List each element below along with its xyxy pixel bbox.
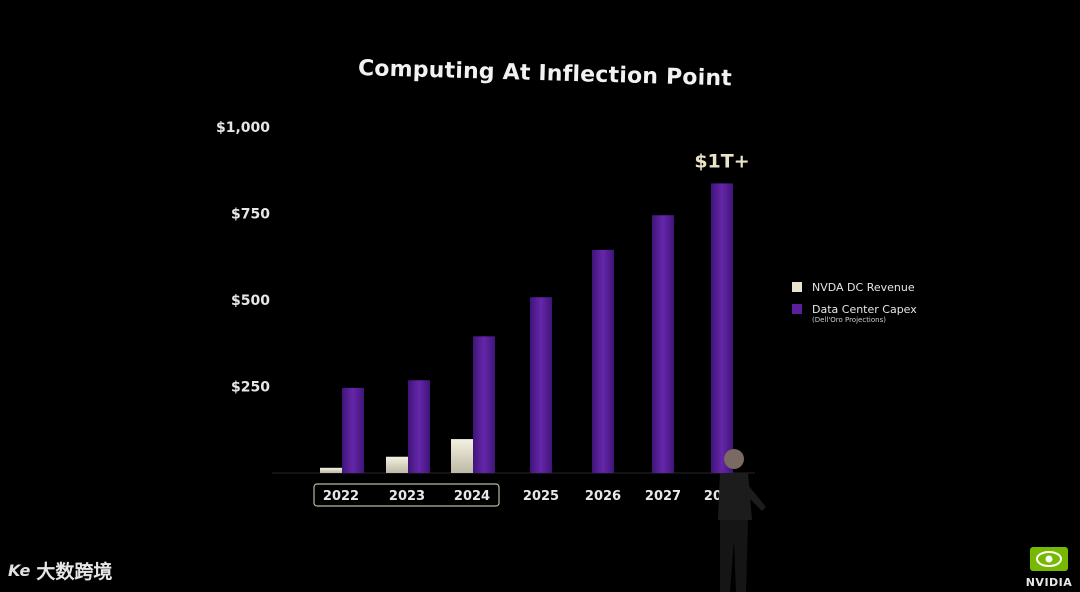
annotation-label: $1T+: [694, 150, 749, 172]
bar-data-center-capex: [711, 183, 733, 473]
watermark-text: 大数跨境: [36, 561, 113, 583]
x-tick-label: 2027: [645, 489, 681, 504]
bar-data-center-capex: [408, 380, 430, 473]
legend-note: (Dell'Oro Projections): [812, 316, 886, 324]
historical-years-box: [313, 483, 500, 507]
y-tick-label: $500: [231, 293, 270, 309]
watermark-logo-icon: Ke: [8, 561, 31, 580]
bar-data-center-capex: [473, 336, 495, 473]
bar-data-center-capex: [342, 387, 364, 473]
bar-nvda-dc-revenue: [451, 439, 473, 473]
bar-nvda-dc-revenue: [320, 467, 342, 473]
legend-label-revenue: NVDA DC Revenue: [812, 280, 915, 294]
x-tick-label: 2025: [523, 489, 559, 504]
x-tick-label: 2026: [585, 489, 621, 504]
legend-item-revenue: NVDA DC Revenue: [792, 276, 917, 298]
nvidia-wordmark: NVIDIA: [1025, 576, 1073, 589]
nvidia-logo: NVIDIA: [1022, 546, 1076, 589]
presenter-figure: [718, 449, 766, 592]
bar-data-center-capex: [592, 249, 614, 473]
bar-nvda-dc-revenue: [386, 456, 408, 473]
bar-data-center-capex: [652, 215, 674, 474]
nvidia-eye-icon: [1030, 547, 1068, 571]
legend-swatch-revenue: [792, 282, 802, 292]
x-tick-label: 2024: [454, 489, 490, 504]
y-tick-label: $750: [231, 207, 270, 223]
legend-item-capex: Data Center Capex: [792, 298, 917, 320]
watermark: Ke 大数跨境: [8, 557, 112, 584]
bar-data-center-capex: [530, 297, 552, 473]
y-tick-label: $250: [231, 380, 270, 396]
x-tick-label: 2023: [389, 489, 425, 504]
y-tick-label: $1,000: [216, 120, 270, 136]
legend-label-capex: Data Center Capex: [812, 302, 917, 316]
chart-legend: NVDA DC Revenue Data Center Capex (Dell'…: [792, 276, 917, 324]
x-tick-label: 2022: [323, 489, 359, 504]
legend-swatch-capex: [792, 304, 802, 314]
